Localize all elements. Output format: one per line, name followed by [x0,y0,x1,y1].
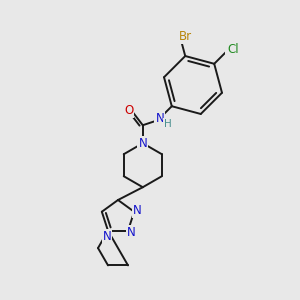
Text: Cl: Cl [227,43,239,56]
Text: N: N [138,137,147,150]
Text: N: N [133,204,142,217]
Text: N: N [103,230,111,243]
Text: Br: Br [179,30,192,43]
Text: N: N [155,112,164,125]
Text: Br: Br [178,29,191,42]
Text: N: N [127,226,135,239]
Text: O: O [124,104,134,117]
Text: Cl: Cl [226,42,238,55]
Text: H: H [164,119,172,129]
